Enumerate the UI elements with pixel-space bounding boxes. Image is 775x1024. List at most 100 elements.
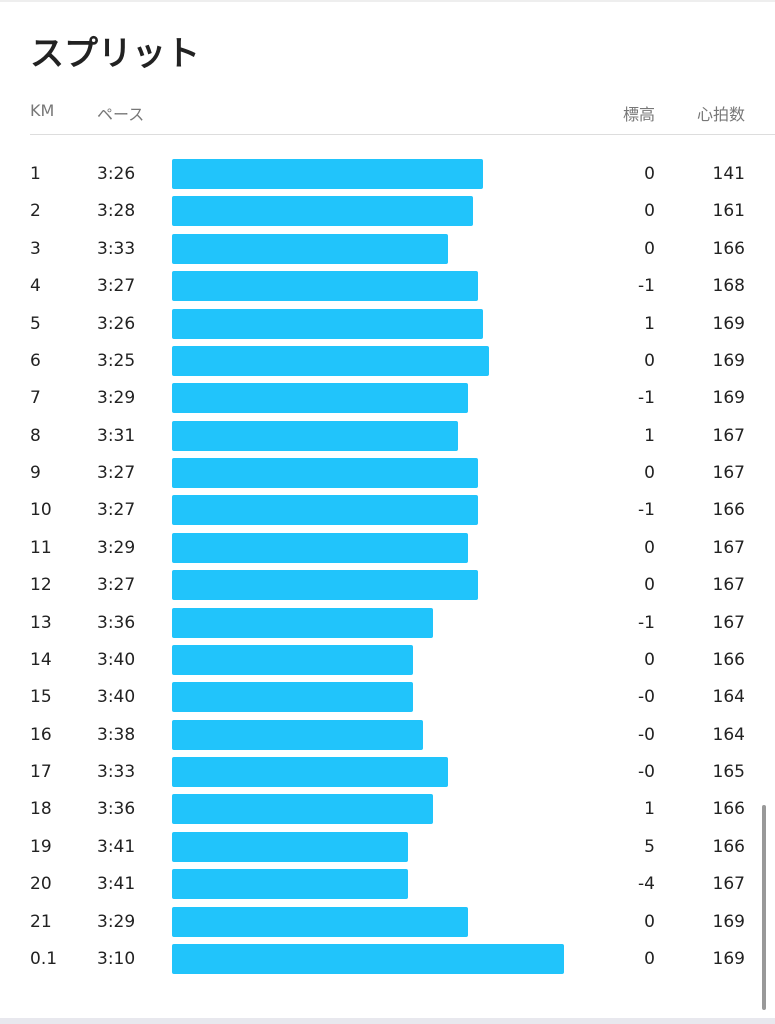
pace-bar xyxy=(172,719,424,750)
col-header: ペース xyxy=(97,105,145,124)
pace: 3:10 xyxy=(97,948,136,969)
heart-rate: 169 xyxy=(712,350,745,371)
heart-rate: 161 xyxy=(712,201,745,222)
pace: 3:29 xyxy=(97,537,136,558)
km: 14 xyxy=(30,649,52,670)
bottom-edge xyxy=(0,1018,775,1024)
pace-bar xyxy=(172,159,484,189)
col-header: KM xyxy=(30,101,55,120)
km: 16 xyxy=(30,724,52,745)
km: 1 xyxy=(30,164,41,184)
elevation: 5 xyxy=(644,836,655,857)
heart-rate: 166 xyxy=(712,238,745,259)
elevation: 0 xyxy=(644,238,655,259)
pace: 3:40 xyxy=(97,687,136,708)
pace-bar xyxy=(172,644,414,675)
elevation: -0 xyxy=(638,762,655,783)
heart-rate: 169 xyxy=(712,948,745,969)
elevation: -1 xyxy=(638,612,655,633)
km: 5 xyxy=(30,313,41,334)
heart-rate: 167 xyxy=(712,463,745,484)
pace: 3:29 xyxy=(97,911,136,932)
pace-bar xyxy=(172,869,408,900)
heart-rate: 167 xyxy=(712,874,745,895)
elevation: -1 xyxy=(638,388,655,409)
pace: 3:41 xyxy=(97,836,136,857)
km: 20 xyxy=(30,874,52,895)
pace-bar xyxy=(172,420,459,451)
elevation: -1 xyxy=(638,500,655,521)
elevation: 0 xyxy=(644,201,655,222)
pace: 3:27 xyxy=(97,276,136,297)
km: 7 xyxy=(30,388,41,409)
pace-bar xyxy=(172,233,449,264)
km: 0.1 xyxy=(30,948,58,969)
heart-rate: 169 xyxy=(712,911,745,932)
elevation: 1 xyxy=(644,313,655,334)
km: 10 xyxy=(30,500,52,521)
scrollbar[interactable] xyxy=(762,805,766,1010)
elevation: 0 xyxy=(644,649,655,670)
pace-bar xyxy=(172,196,474,227)
pace: 3:25 xyxy=(97,350,136,371)
elevation: 0 xyxy=(644,537,655,558)
pace: 3:41 xyxy=(97,874,136,895)
heart-rate: 164 xyxy=(712,724,745,745)
pace-bar xyxy=(172,271,479,302)
pace-bar xyxy=(172,495,479,526)
km: 6 xyxy=(30,350,41,371)
km: 15 xyxy=(30,687,52,708)
col-header: 標高 xyxy=(622,105,655,124)
heart-rate: 166 xyxy=(712,799,745,820)
heart-rate: 169 xyxy=(712,388,745,409)
km: 8 xyxy=(30,425,41,446)
elevation: 0 xyxy=(644,350,655,371)
elevation: 1 xyxy=(644,425,655,446)
heart-rate: 166 xyxy=(712,836,745,857)
elevation: 0 xyxy=(644,164,655,184)
divider xyxy=(30,134,775,135)
pace-bar xyxy=(172,831,408,862)
heart-rate: 166 xyxy=(712,500,745,521)
km: 11 xyxy=(30,537,52,558)
heart-rate: 167 xyxy=(712,612,745,633)
heart-rate: 168 xyxy=(712,276,745,297)
pace-bar xyxy=(172,532,469,563)
pace-bar xyxy=(172,345,489,376)
elevation: 0 xyxy=(644,948,655,969)
pace: 3:26 xyxy=(97,164,136,184)
pace: 3:26 xyxy=(97,313,136,334)
pace: 3:31 xyxy=(97,425,136,446)
km: 4 xyxy=(30,276,41,297)
elevation: 0 xyxy=(644,575,655,596)
heart-rate: 167 xyxy=(712,425,745,446)
pace: 3:27 xyxy=(97,463,136,484)
heart-rate: 141 xyxy=(712,164,745,184)
elevation: -0 xyxy=(638,724,655,745)
pace: 3:33 xyxy=(97,238,136,259)
heart-rate: 167 xyxy=(712,537,745,558)
elevation: -4 xyxy=(638,874,655,895)
heart-rate: 164 xyxy=(712,687,745,708)
pace-bar xyxy=(172,458,479,489)
pace-bar xyxy=(172,570,479,601)
pace: 3:29 xyxy=(97,388,136,409)
km: 3 xyxy=(30,238,41,259)
pace-bar xyxy=(172,757,449,788)
pace-bar xyxy=(172,607,434,638)
pace: 3:38 xyxy=(97,724,136,745)
elevation: -0 xyxy=(638,687,655,708)
pace-bar xyxy=(172,906,469,937)
km: 12 xyxy=(30,575,52,596)
pace: 3:40 xyxy=(97,649,136,670)
km: 17 xyxy=(30,762,52,783)
col-header: 心拍数 xyxy=(696,105,745,124)
pace-bar xyxy=(172,383,469,414)
elevation: 0 xyxy=(644,911,655,932)
km: 2 xyxy=(30,201,41,222)
pace: 3:27 xyxy=(97,500,136,521)
km: 13 xyxy=(30,612,52,633)
pace: 3:36 xyxy=(97,612,136,633)
pace-bar xyxy=(172,682,414,713)
